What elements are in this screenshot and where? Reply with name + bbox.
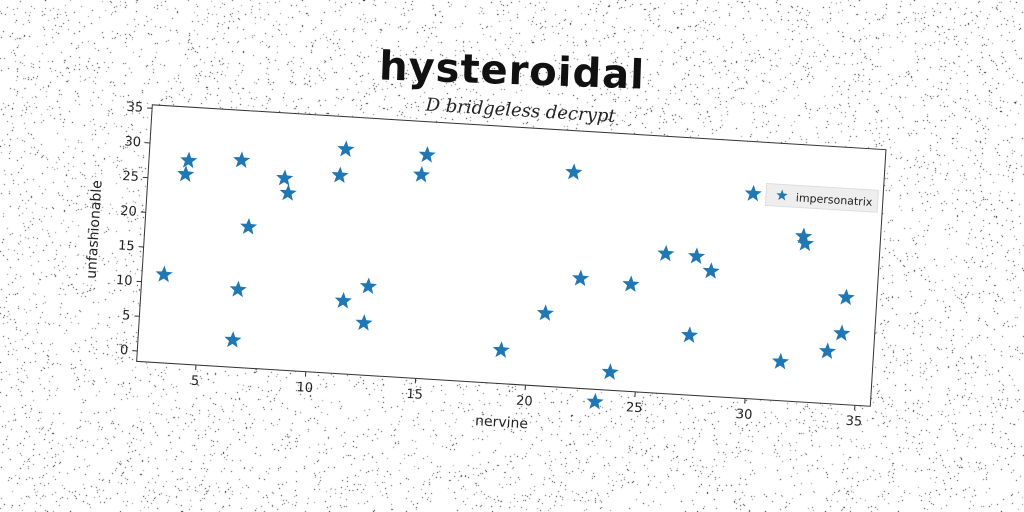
data-point: [796, 234, 814, 252]
data-point: [240, 217, 258, 235]
data-point: [657, 244, 675, 262]
x-axis: 5 10 15 20 25 30 35: [190, 364, 863, 430]
data-point: [276, 169, 294, 186]
data-point: [744, 184, 762, 202]
legend-marker: [776, 189, 788, 201]
data-point: [795, 227, 813, 245]
data-point: [818, 342, 837, 359]
data-point: [601, 363, 619, 380]
x-tick-label: 15: [406, 387, 423, 403]
x-tick-label: 30: [735, 407, 752, 423]
y-axis: 0 5 10 15 20 25 30 35: [116, 100, 153, 358]
data-point: [622, 275, 640, 292]
x-tick-label: 20: [516, 394, 533, 410]
y-tick-label: 20: [120, 204, 137, 220]
data-point: [536, 304, 554, 321]
data-point: [279, 184, 297, 201]
data-points: [155, 140, 855, 410]
data-point: [233, 151, 251, 168]
data-point: [565, 163, 583, 180]
data-point: [492, 341, 510, 358]
data-point: [772, 352, 790, 370]
data-point: [681, 326, 699, 343]
x-tick-label: 35: [845, 414, 862, 430]
data-point: [413, 165, 431, 183]
data-point: [355, 314, 373, 331]
legend: impersonatrix: [764, 182, 879, 213]
plot-group: D bridgeless decrypt 5 10 15 20 25 30 35 0 5 10 1…: [84, 94, 887, 432]
chart-subtitle: D bridgeless decrypt: [424, 94, 617, 127]
plot-area: [136, 104, 887, 407]
data-point: [688, 247, 706, 264]
legend-box: [764, 182, 879, 213]
data-point: [702, 262, 720, 279]
y-tick-label: 35: [126, 100, 143, 116]
data-point: [586, 392, 604, 410]
y-tick-label: 30: [124, 134, 141, 150]
x-tick-label: 25: [626, 400, 643, 416]
data-point: [833, 324, 851, 342]
data-point: [418, 146, 436, 163]
data-point: [155, 265, 173, 283]
data-point: [177, 165, 195, 182]
data-point: [180, 151, 198, 169]
data-point: [337, 140, 355, 157]
y-tick-label: 15: [118, 238, 135, 254]
data-point: [229, 280, 247, 298]
y-tick-label: 5: [122, 308, 131, 323]
data-point: [359, 277, 378, 295]
data-point: [331, 166, 349, 184]
legend-label: impersonatrix: [795, 191, 873, 209]
x-tick-label: 10: [296, 380, 313, 396]
data-point: [837, 288, 855, 306]
x-tick-label: 5: [190, 374, 199, 389]
y-tick-label: 10: [116, 273, 133, 289]
data-point: [224, 331, 242, 348]
y-tick-label: 0: [120, 343, 129, 358]
y-tick-label: 25: [122, 169, 139, 185]
data-point: [572, 269, 590, 287]
data-point: [334, 291, 352, 309]
x-axis-label: nervine: [475, 413, 529, 432]
y-axis-label: unfashionable: [84, 180, 106, 280]
